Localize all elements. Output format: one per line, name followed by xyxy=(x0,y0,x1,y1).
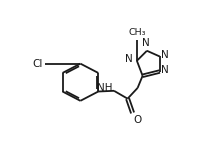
Text: N: N xyxy=(125,54,133,64)
Text: O: O xyxy=(133,115,141,125)
Text: CH₃: CH₃ xyxy=(128,28,146,37)
Text: Cl: Cl xyxy=(32,59,43,69)
Text: N: N xyxy=(141,38,149,48)
Text: N: N xyxy=(161,65,169,75)
Text: N: N xyxy=(161,50,169,60)
Text: NH: NH xyxy=(97,83,112,93)
